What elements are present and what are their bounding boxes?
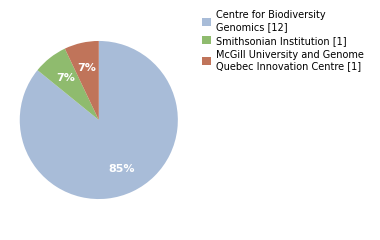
Wedge shape xyxy=(65,41,99,120)
Text: 85%: 85% xyxy=(109,163,135,174)
Wedge shape xyxy=(20,41,178,199)
Text: 7%: 7% xyxy=(56,73,75,83)
Wedge shape xyxy=(38,49,99,120)
Text: 7%: 7% xyxy=(78,63,97,72)
Legend: Centre for Biodiversity
Genomics [12], Smithsonian Institution [1], McGill Unive: Centre for Biodiversity Genomics [12], S… xyxy=(203,10,364,71)
